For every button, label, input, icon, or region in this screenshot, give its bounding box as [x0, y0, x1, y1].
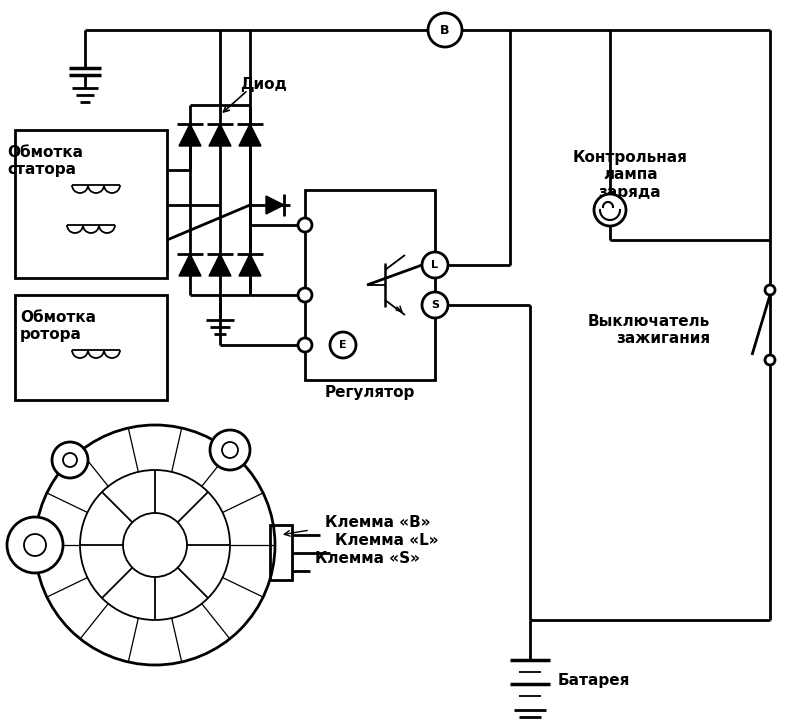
Bar	[15, 295, 167, 400]
Polygon shape	[209, 124, 231, 146]
Circle shape	[35, 425, 275, 665]
Circle shape	[63, 453, 77, 467]
Text: L: L	[431, 260, 438, 270]
Circle shape	[298, 288, 312, 302]
Circle shape	[210, 430, 250, 470]
Polygon shape	[266, 196, 284, 214]
Circle shape	[330, 332, 356, 358]
Circle shape	[428, 13, 462, 47]
Polygon shape	[179, 254, 201, 276]
Text: Обмотка
статора: Обмотка статора	[7, 145, 83, 178]
Circle shape	[7, 517, 63, 573]
Polygon shape	[239, 254, 261, 276]
Circle shape	[765, 285, 775, 295]
Text: Диод: Диод	[240, 78, 287, 93]
Text: Батарея: Батарея	[558, 672, 630, 687]
Polygon shape	[209, 254, 231, 276]
Text: Клемма «S»: Клемма «S»	[315, 551, 420, 566]
Circle shape	[594, 194, 626, 226]
Bar	[270, 525, 292, 580]
Circle shape	[298, 218, 312, 232]
Text: Обмотка
ротора: Обмотка ротора	[20, 310, 96, 342]
Text: Клемма «L»: Клемма «L»	[335, 533, 438, 548]
Bar	[305, 190, 435, 380]
Polygon shape	[179, 124, 201, 146]
Circle shape	[24, 534, 46, 556]
Polygon shape	[239, 124, 261, 146]
Circle shape	[298, 338, 312, 352]
Circle shape	[222, 442, 238, 458]
Text: Контрольная
лампа
заряда: Контрольная лампа заряда	[573, 150, 687, 200]
Bar	[15, 130, 167, 278]
Text: Выключатель
зажигания: Выключатель зажигания	[588, 313, 710, 347]
Circle shape	[52, 442, 88, 478]
Text: S: S	[431, 300, 439, 310]
Text: B: B	[440, 24, 450, 37]
Circle shape	[422, 292, 448, 318]
Circle shape	[422, 252, 448, 278]
Text: E: E	[339, 340, 347, 350]
Text: Регулятор: Регулятор	[325, 385, 415, 400]
Circle shape	[765, 355, 775, 365]
Text: Клемма «B»: Клемма «B»	[325, 515, 430, 530]
